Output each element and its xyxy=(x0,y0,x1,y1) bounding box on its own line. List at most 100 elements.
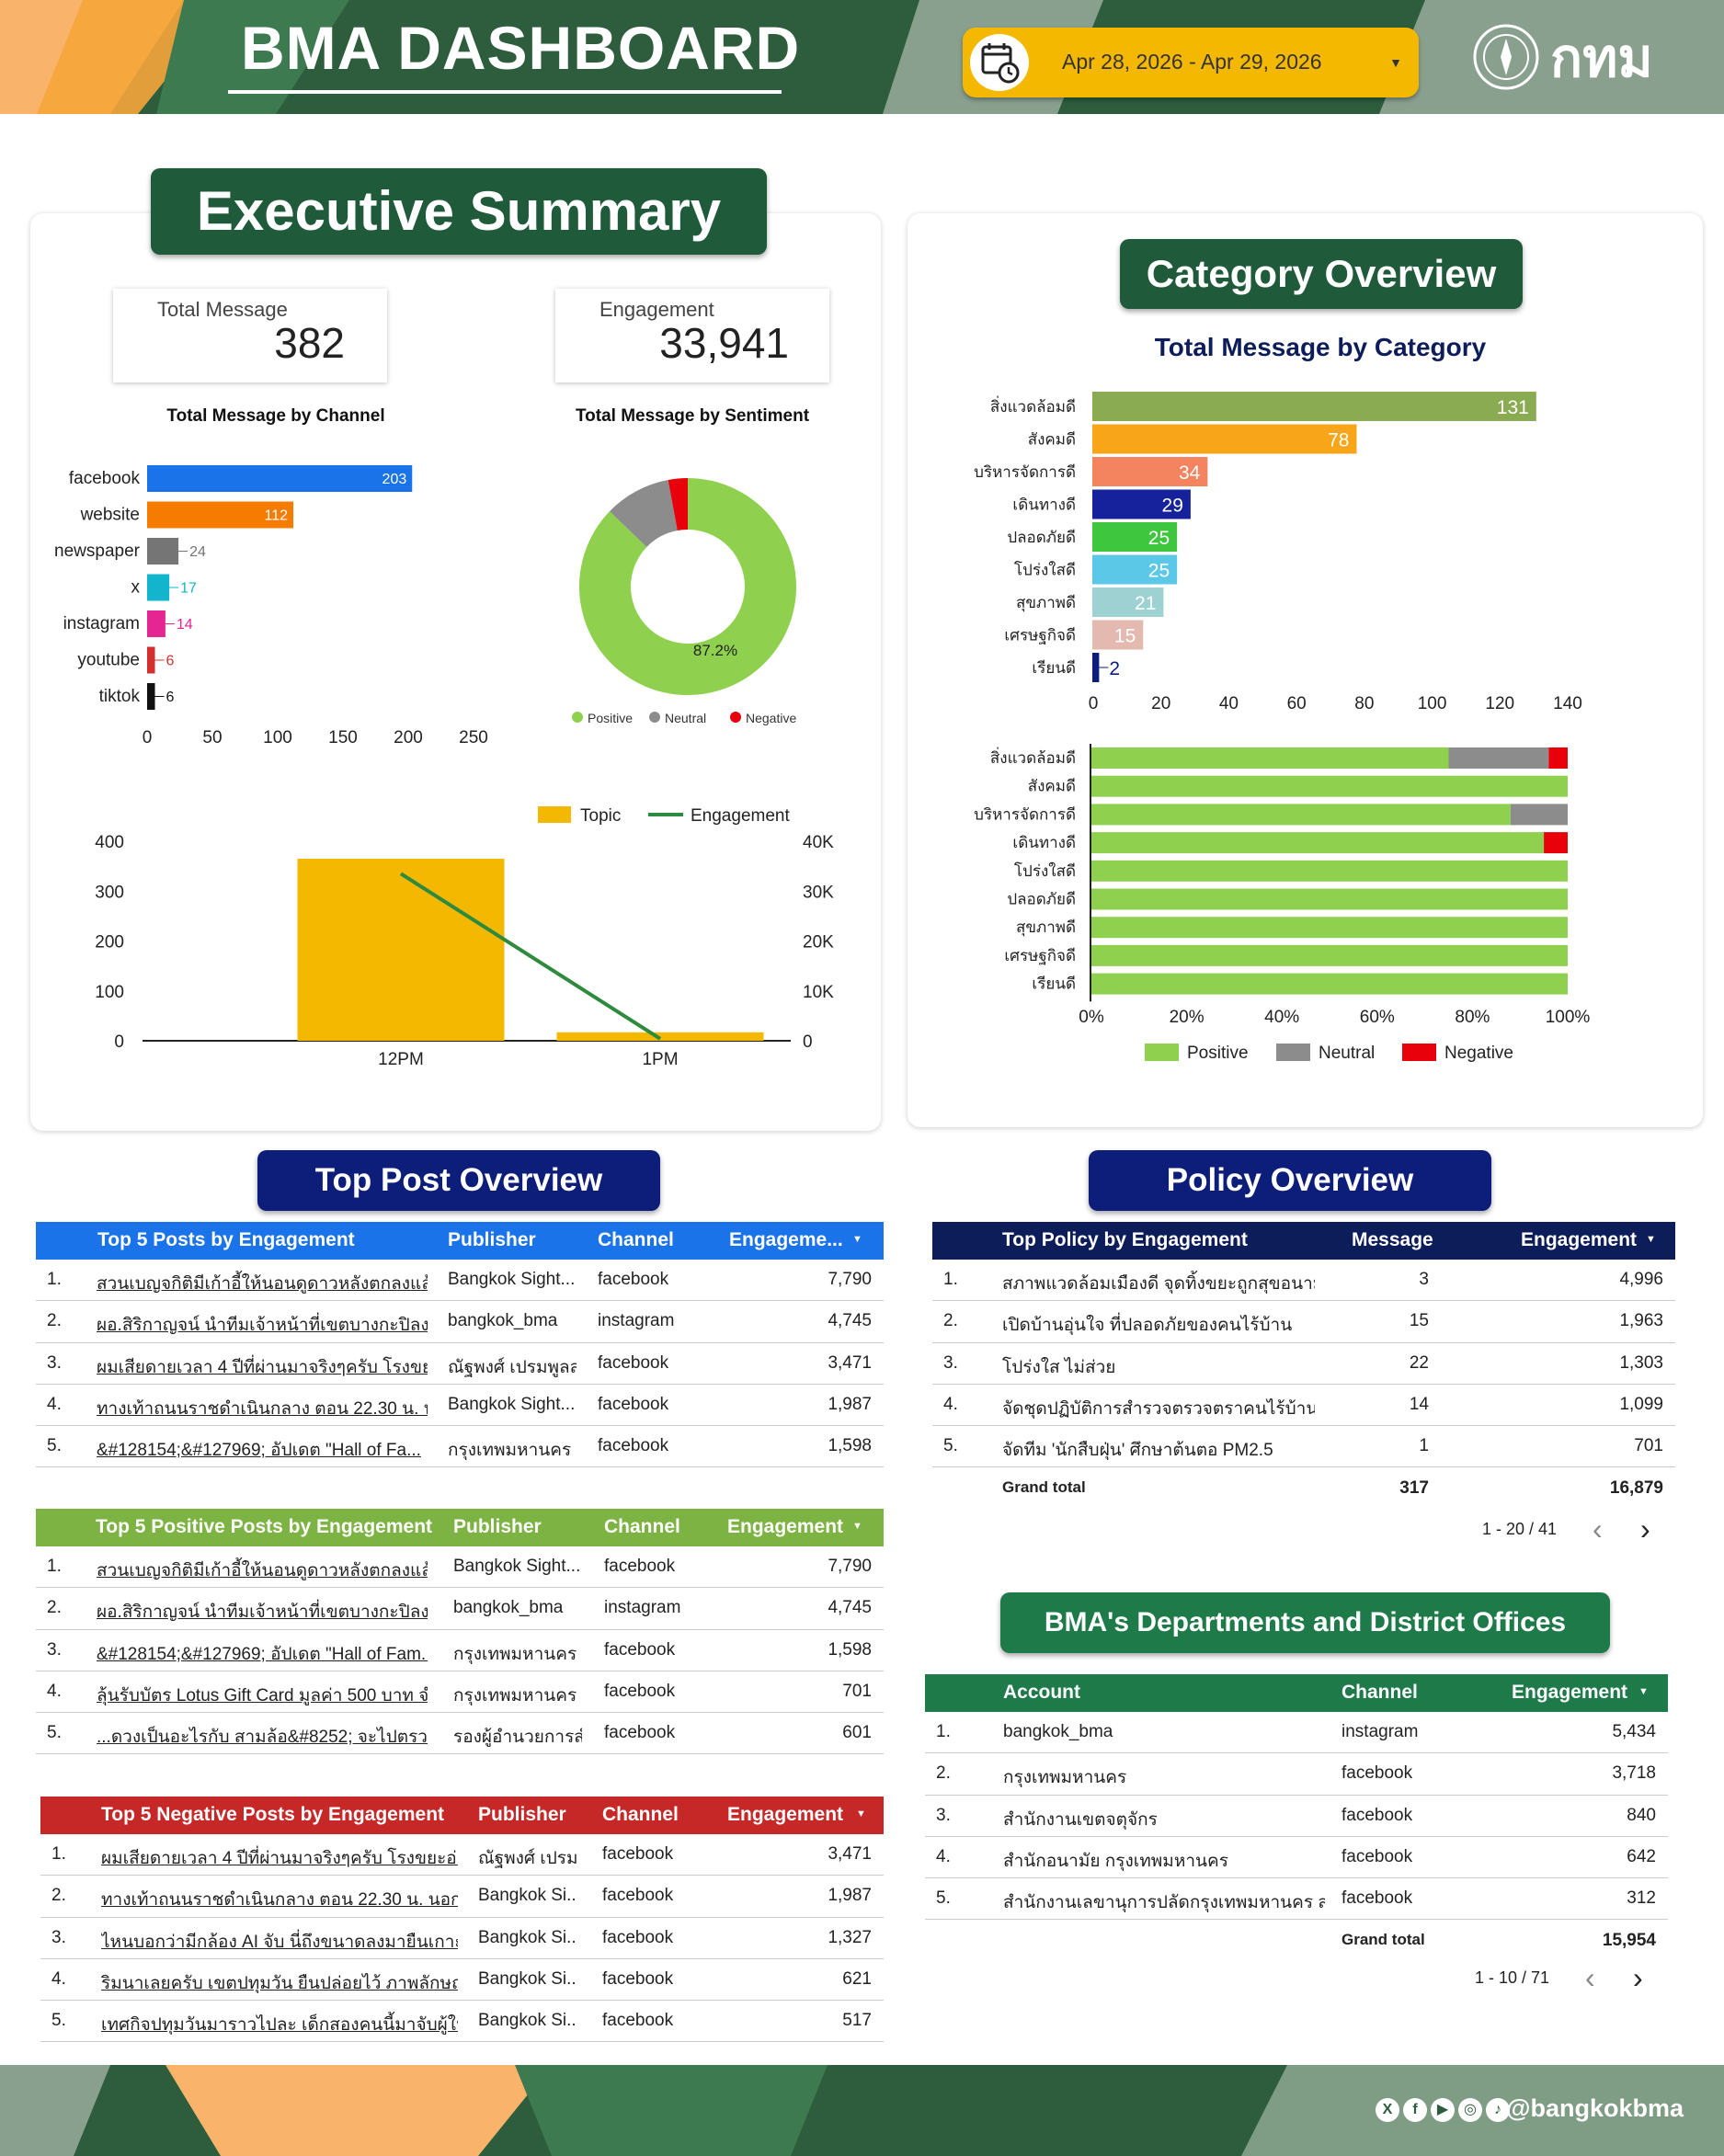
table-row: 2. ทางเท้าถนนราชดำเนินกลาง ตอน 22.30 น. น… xyxy=(40,1876,884,1918)
sort-desc-icon[interactable]: ▼ xyxy=(1638,1686,1649,1697)
sort-desc-icon[interactable]: ▼ xyxy=(856,1808,866,1819)
sort-desc-icon[interactable]: ▼ xyxy=(852,1234,862,1245)
table-cell[interactable]: ผอ.สิริกาญจน์ นำทีมเจ้าหน้าที่เขตบางกะปิ… xyxy=(97,1603,428,1623)
sentiment-legend-swatch xyxy=(649,712,660,723)
channel-value-label: 14 xyxy=(177,617,193,633)
column-header[interactable]: Publisher xyxy=(478,1804,566,1825)
sort-desc-icon[interactable]: ▼ xyxy=(1646,1234,1656,1245)
column-header[interactable]: Engagement xyxy=(727,1516,844,1537)
facebook-icon[interactable]: f xyxy=(1403,2098,1427,2122)
table-cell: 5. xyxy=(47,1436,62,1456)
table-cell: 1. xyxy=(936,1722,951,1741)
chevron-left-icon[interactable]: ‹ xyxy=(1585,1960,1595,1994)
table-cell: จัดชุดปฏิบัติการสำรวจตรวจตราคนไร้บ้านและ… xyxy=(1002,1398,1315,1419)
column-header[interactable]: Engagement xyxy=(1521,1229,1638,1250)
date-range-picker[interactable]: Apr 28, 2026 - Apr 29, 2026 ▼ xyxy=(963,28,1419,97)
table-cell[interactable]: เทศกิจปทุมวันมาราวไปละ เด็กสองคนนี้มาจับ… xyxy=(101,2015,458,2036)
table-cell[interactable]: ไหนบอกว่ามีกล้อง AI จับ นี่ถึงขนาดลงมายื… xyxy=(101,1932,458,1952)
table-cell: 3,471 xyxy=(828,1352,872,1373)
grand-total-row: Grand total 317 16,879 xyxy=(932,1468,1675,1510)
table-cell[interactable]: ผอ.สิริกาญจน์ นำทีมเจ้าหน้าที่เขตบางกะปิ… xyxy=(97,1316,428,1336)
column-header[interactable]: Top 5 Negative Posts by Engagement xyxy=(101,1804,445,1825)
column-header[interactable]: Account xyxy=(1003,1682,1080,1703)
table-row: 1. สภาพแวดล้อมเมืองดี จุดทิ้งขยะถูกสุขอนา… xyxy=(932,1260,1675,1302)
sentiment-slice-negative xyxy=(668,478,688,531)
channel-bar xyxy=(147,465,413,492)
kpi-total-message: Total Message 382 xyxy=(113,289,387,382)
table-cell: สำนักงานเขตจตุจักร xyxy=(1003,1809,1158,1830)
chevron-left-icon[interactable]: ‹ xyxy=(1593,1511,1603,1546)
table-cell: 4. xyxy=(51,1968,66,1989)
table-cell: facebook xyxy=(1342,1805,1413,1825)
table-cell[interactable]: ทางเท้าถนนราชดำเนินกลาง ตอน 22.30 น. นอก… xyxy=(97,1398,428,1419)
catsent-label: บริหารจัดการดี xyxy=(974,805,1076,823)
catsent-bar-positive xyxy=(1091,917,1568,939)
table-cell[interactable]: ลุ้นรับบัตร Lotus Gift Card มูลค่า 500 บ… xyxy=(97,1685,428,1705)
table-cell: facebook xyxy=(604,1639,676,1660)
column-header[interactable]: Top 5 Positive Posts by Engagement xyxy=(96,1516,433,1537)
table-cell: 701 xyxy=(1634,1436,1663,1456)
column-header[interactable]: Publisher xyxy=(448,1229,536,1250)
category-value-label: 2 xyxy=(1109,658,1120,679)
table-cell: 7,790 xyxy=(828,1270,872,1289)
category-label: สุขภาพดี xyxy=(1016,594,1076,612)
column-header[interactable]: Engageme... xyxy=(729,1229,843,1250)
table-cell: 701 xyxy=(842,1681,872,1701)
youtube-icon[interactable]: ▶ xyxy=(1431,2098,1455,2122)
category-label: เดินทางดี xyxy=(1012,496,1076,514)
table-cell: 1,327 xyxy=(828,1927,872,1947)
table-cell: instagram xyxy=(1342,1722,1419,1741)
table-cell[interactable]: ทางเท้าถนนราชดำเนินกลาง ตอน 22.30 น. นอก… xyxy=(101,1890,458,1911)
column-header[interactable]: Message xyxy=(1352,1229,1433,1250)
sort-desc-icon[interactable]: ▼ xyxy=(852,1521,862,1532)
calendar-icon xyxy=(970,34,1029,91)
table-cell: 1,987 xyxy=(828,1394,872,1414)
table-cell[interactable]: สวนเบญจกิติมีเก้าอี้ให้นอนดูดาวหลังตกลงแ… xyxy=(97,1274,428,1294)
table-cell: 1,963 xyxy=(1619,1311,1663,1331)
table-cell[interactable]: ผมเสียดายเวลา 4 ปีที่ผ่านมาจริงๆครับ โรง… xyxy=(101,1849,458,1868)
column-header[interactable]: Top Policy by Engagement xyxy=(1002,1229,1248,1250)
table-row: 5. จัดทีม 'นักสืบฝุ่น' ศึกษาต้นตอ PM2.5 1 7… xyxy=(932,1426,1675,1468)
column-header[interactable]: Publisher xyxy=(453,1516,542,1537)
category-bar xyxy=(1092,457,1208,486)
channel-category-label: tiktok xyxy=(99,687,141,706)
table-cell[interactable]: ผมเสียดายเวลา 4 ปีที่ผ่านมาจริงๆครับ โรง… xyxy=(97,1357,428,1377)
category-value-label: 131 xyxy=(1497,397,1529,418)
table-cell: facebook xyxy=(598,1270,669,1289)
table-row: 2. เปิดบ้านอุ่นใจ ที่ปลอดภัยของคนไร้บ้าน 1… xyxy=(932,1301,1675,1343)
category-x-tick: 20 xyxy=(1151,694,1170,713)
catsent-bar-positive xyxy=(1091,973,1568,995)
catsent-legend-swatch xyxy=(1402,1044,1436,1061)
table-cell: 840 xyxy=(1627,1805,1656,1825)
table-cell: facebook xyxy=(604,1681,676,1701)
column-header[interactable]: Channel xyxy=(598,1229,674,1250)
topic-engagement-combo-chart: Topic Engagement 400 300 200 100 0 40K 30K 20K 10K… xyxy=(95,806,834,1069)
table-row: 3. โปร่งใส ไม่ส่วย 22 1,303 xyxy=(932,1343,1675,1385)
channel-bar xyxy=(147,574,170,601)
table-cell[interactable]: &#128154;&#127969; อัปเดต "Hall of Fam..… xyxy=(97,1644,428,1664)
table-cell[interactable]: ...ดวงเป็นอะไรกับ สามล้อ&#8252; จะไปตรวจ… xyxy=(97,1728,428,1748)
category-bar xyxy=(1092,587,1164,617)
channel-bar xyxy=(147,501,294,529)
table-row: 5. ...ดวงเป็นอะไรกับ สามล้อ&#8252; จะไปตร… xyxy=(36,1713,884,1755)
column-header[interactable]: Top 5 Posts by Engagement xyxy=(97,1229,355,1250)
table-cell[interactable]: &#128154;&#127969; อัปเดต "Hall of Fa... xyxy=(97,1441,421,1461)
table-cell: instagram xyxy=(598,1311,675,1331)
column-header[interactable]: Channel xyxy=(602,1804,679,1825)
column-header[interactable]: Engagement xyxy=(1512,1682,1628,1703)
catsent-x-tick: 80% xyxy=(1455,1008,1490,1027)
column-header[interactable]: Channel xyxy=(1342,1682,1418,1703)
x-icon[interactable]: X xyxy=(1376,2098,1399,2122)
table-cell[interactable]: สวนเบญจกิติมีเก้าอี้ให้นอนดูดาวหลังตกลงแ… xyxy=(97,1561,428,1580)
table-row: 3. ไหนบอกว่ามีกล้อง AI จับ นี่ถึงขนาดลงมา… xyxy=(40,1918,884,1959)
sentiment-slice-positive xyxy=(579,478,796,695)
instagram-icon[interactable]: ◎ xyxy=(1458,2098,1482,2122)
tiktok-icon[interactable]: ♪ xyxy=(1486,2098,1510,2122)
table-row: 1. bangkok_bma instagram 5,434 xyxy=(925,1712,1668,1754)
category-bar xyxy=(1092,522,1178,552)
column-header[interactable]: Engagement xyxy=(727,1804,844,1825)
chevron-right-icon[interactable]: › xyxy=(1633,1960,1643,1994)
chevron-right-icon[interactable]: › xyxy=(1640,1511,1650,1546)
table-cell[interactable]: ริมนาเลยครับ เขตปทุมวัน ยืนปล่อยไว้ ภาพล… xyxy=(101,1973,458,1993)
column-header[interactable]: Channel xyxy=(604,1516,680,1537)
